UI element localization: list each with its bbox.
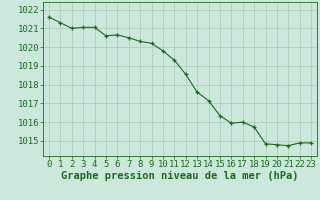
X-axis label: Graphe pression niveau de la mer (hPa): Graphe pression niveau de la mer (hPa) <box>61 171 299 181</box>
